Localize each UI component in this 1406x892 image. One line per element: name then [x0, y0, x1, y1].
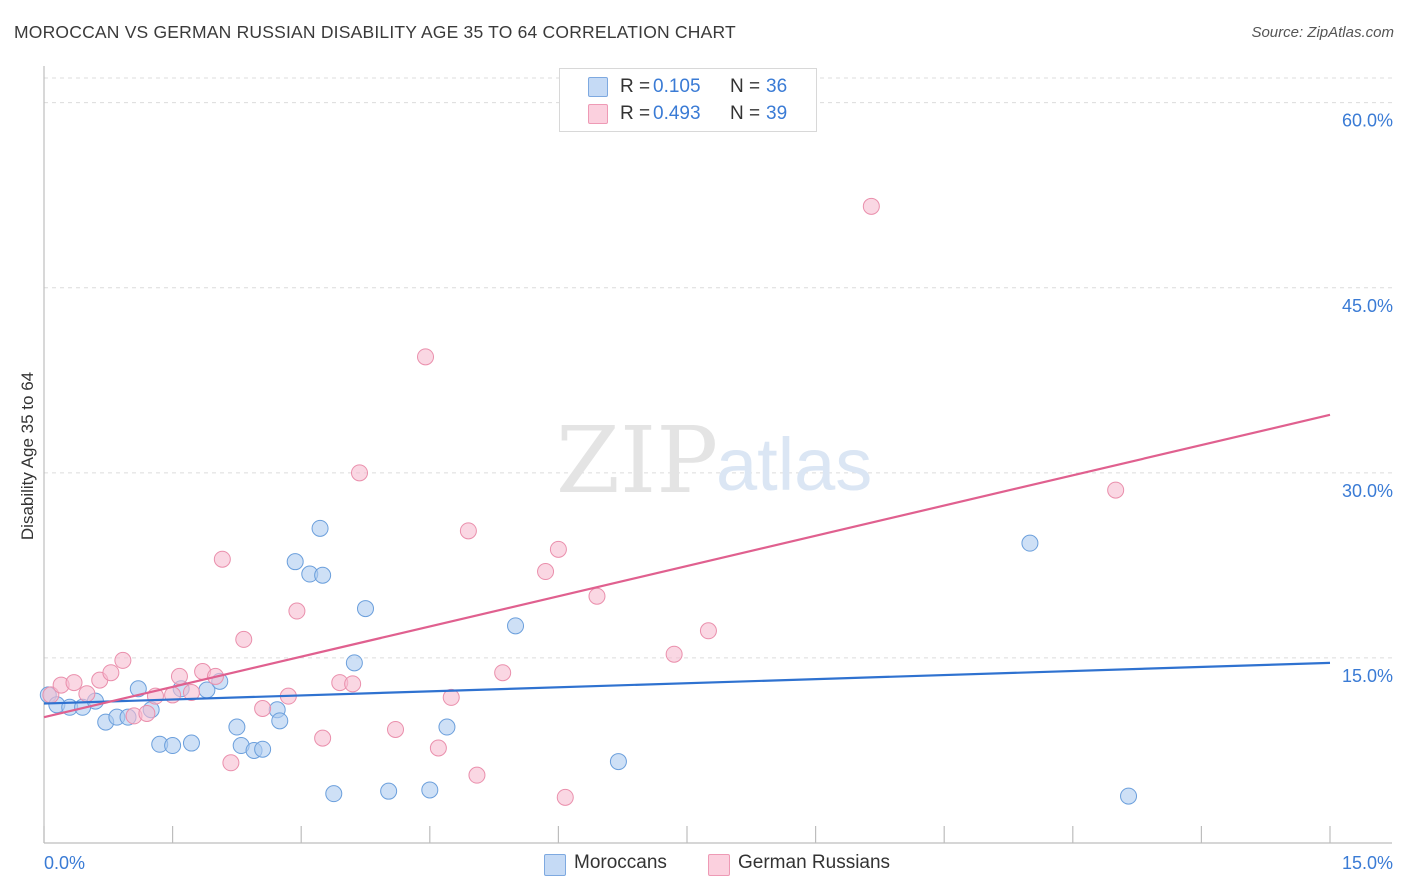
- data-point: [314, 566, 332, 584]
- x-tick-label: 15.0%: [1342, 853, 1393, 873]
- data-point: [507, 617, 525, 635]
- data-point: [228, 718, 246, 736]
- y-tick-labels: 15.0% 30.0% 45.0% 60.0%: [1342, 111, 1393, 686]
- legend-swatch-moroccans: [588, 77, 608, 97]
- watermark-atlas: atlas: [716, 423, 872, 506]
- trend-line: [43, 661, 1331, 705]
- data-point: [665, 645, 683, 663]
- data-point: [254, 740, 272, 758]
- y-tick-label: 30.0%: [1342, 481, 1393, 501]
- data-point: [438, 718, 456, 736]
- trend-lines: [43, 413, 1331, 719]
- data-point: [442, 688, 460, 706]
- data-point: [588, 587, 606, 605]
- data-point: [286, 553, 304, 571]
- data-point: [254, 700, 272, 718]
- data-point: [421, 781, 439, 799]
- data-point: [222, 754, 240, 772]
- legend-n-label: N =: [730, 76, 761, 97]
- bottom-legend-label-german-russians: German Russians: [738, 852, 891, 873]
- data-point: [65, 674, 83, 692]
- data-point: [138, 704, 156, 722]
- data-point: [288, 602, 306, 620]
- data-point: [164, 737, 182, 755]
- data-point: [344, 675, 362, 693]
- data-point: [271, 712, 289, 730]
- legend-swatch-german-russians: [588, 104, 608, 124]
- grid-lines: [44, 77, 1392, 659]
- watermark: ZIP atlas: [556, 407, 872, 514]
- data-point: [314, 729, 332, 747]
- data-point: [345, 654, 363, 672]
- data-point: [468, 766, 486, 784]
- data-point: [556, 788, 574, 806]
- bottom-legend-swatch-german-russians: [708, 854, 730, 876]
- data-point: [429, 739, 447, 757]
- bottom-legend-label-moroccans: Moroccans: [574, 852, 667, 873]
- data-point: [350, 464, 368, 482]
- data-point: [494, 664, 512, 682]
- data-point: [1107, 481, 1125, 499]
- data-point: [102, 664, 120, 682]
- x-tick-label: 0.0%: [44, 853, 85, 873]
- bottom-legend-swatch-moroccans: [544, 854, 566, 876]
- legend-r-value: 0.493: [653, 103, 701, 124]
- data-point: [609, 753, 627, 771]
- data-point: [235, 630, 253, 648]
- data-point: [1021, 534, 1039, 552]
- data-point: [387, 720, 405, 738]
- data-point: [114, 651, 132, 669]
- data-point: [1120, 787, 1138, 805]
- y-tick-label: 60.0%: [1342, 111, 1393, 131]
- source-label: Source: ZipAtlas.com: [1251, 24, 1394, 41]
- stats-legend: R = 0.105 N = 36 R = 0.493 N = 39: [559, 68, 817, 132]
- data-point: [170, 667, 188, 685]
- series-moroccans: [39, 519, 1138, 805]
- watermark-zip: ZIP: [556, 407, 718, 514]
- y-tick-label: 45.0%: [1342, 296, 1393, 316]
- data-point: [213, 550, 231, 568]
- data-point: [182, 734, 200, 752]
- legend-n-label: N =: [730, 103, 761, 124]
- data-point: [182, 683, 200, 701]
- legend-r-value: 0.105: [653, 76, 701, 97]
- data-point: [325, 785, 343, 803]
- data-point: [459, 522, 477, 540]
- x-tick-labels: 0.0% 15.0%: [44, 853, 1393, 873]
- trend-line: [43, 413, 1331, 719]
- y-axis-label: Disability Age 35 to 64: [18, 372, 37, 540]
- chart-title: MOROCCAN VS GERMAN RUSSIAN DISABILITY AG…: [14, 22, 736, 42]
- legend-r-label: R =: [620, 103, 651, 124]
- data-point: [699, 622, 717, 640]
- data-point: [380, 782, 398, 800]
- legend-n-value: 39: [766, 103, 788, 124]
- legend-r-label: R =: [620, 76, 651, 97]
- data-point: [129, 680, 147, 698]
- data-point: [78, 685, 96, 703]
- data-point: [862, 197, 880, 215]
- data-point: [549, 540, 567, 558]
- data-point: [311, 519, 329, 537]
- legend-n-value: 36: [766, 76, 788, 97]
- axes: [43, 66, 1392, 844]
- data-point: [417, 348, 435, 366]
- data-point: [537, 563, 555, 581]
- data-point: [357, 600, 374, 618]
- y-tick-label: 15.0%: [1342, 666, 1393, 686]
